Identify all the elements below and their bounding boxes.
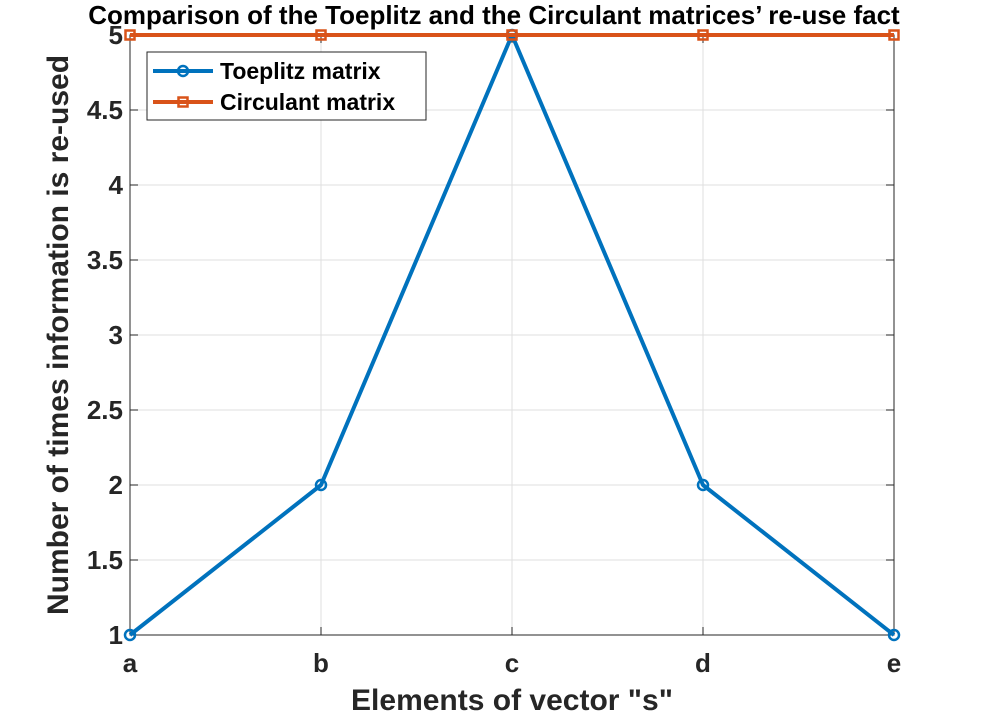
y-tick-label: 5 bbox=[109, 20, 123, 50]
data-point bbox=[697, 29, 709, 41]
x-axis-label: Elements of vector "s" bbox=[351, 684, 673, 713]
legend-label: Toeplitz matrix bbox=[220, 58, 381, 84]
y-tick-label: 3 bbox=[109, 320, 123, 350]
data-point bbox=[506, 29, 518, 41]
x-tick-label: b bbox=[313, 648, 329, 678]
y-tick-label: 2 bbox=[109, 470, 123, 500]
legend-marker bbox=[177, 96, 189, 108]
data-point bbox=[123, 628, 137, 642]
ticks: a b c d e 1 1.5 2 2.5 3 3.5 4 4.5 5 bbox=[87, 20, 901, 678]
legend-item: Circulant matrix bbox=[153, 89, 395, 115]
y-tick-label: 1.5 bbox=[87, 545, 123, 575]
legend-label: Circulant matrix bbox=[220, 89, 395, 115]
data-point bbox=[696, 478, 710, 492]
y-tick-label: 1 bbox=[109, 620, 123, 650]
series-2 bbox=[124, 29, 900, 41]
x-tick-label: e bbox=[887, 648, 901, 678]
y-axis-label: Number of times information is re-used bbox=[42, 55, 75, 615]
y-tick-label: 4.5 bbox=[87, 95, 123, 125]
data-point bbox=[888, 29, 900, 41]
y-tick-label: 4 bbox=[109, 170, 124, 200]
x-tick-label: d bbox=[695, 648, 711, 678]
series-layer bbox=[123, 28, 901, 642]
legend-box bbox=[146, 51, 427, 121]
data-point bbox=[314, 478, 328, 492]
legend-marker bbox=[176, 64, 190, 78]
chart-title: Comparison of the Toeplitz and the Circu… bbox=[88, 0, 900, 30]
x-tick-label: a bbox=[123, 648, 138, 678]
legend: Toeplitz matrix Circulant matrix bbox=[146, 51, 427, 121]
x-tick-label: c bbox=[505, 648, 519, 678]
data-point bbox=[124, 29, 136, 41]
data-point bbox=[315, 29, 327, 41]
y-tick-label: 2.5 bbox=[87, 395, 123, 425]
y-tick-label: 3.5 bbox=[87, 245, 123, 275]
data-point bbox=[887, 628, 901, 642]
legend-item: Toeplitz matrix bbox=[153, 58, 381, 84]
